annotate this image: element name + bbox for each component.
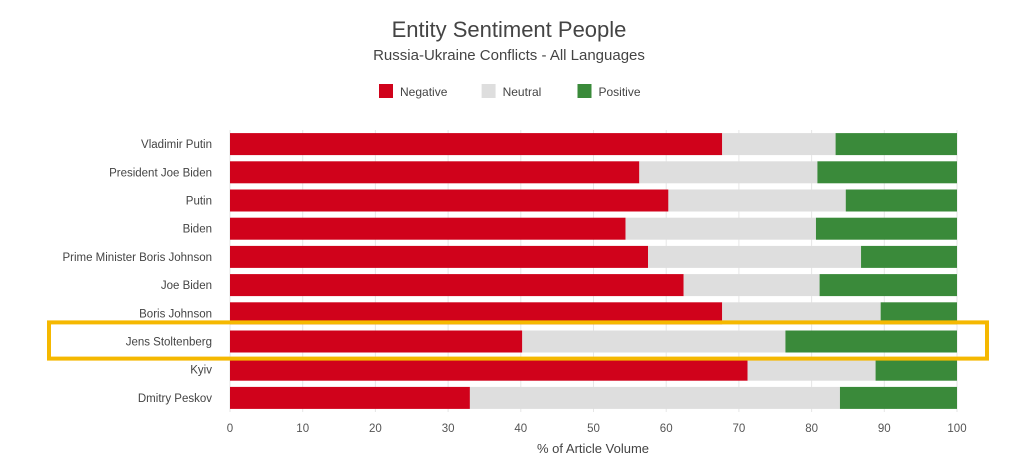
category-label: Putin (186, 196, 212, 208)
category-label: Prime Minister Boris Johnson (62, 252, 212, 264)
legend-swatch-neutral (481, 84, 496, 98)
bar-negative-1 (230, 133, 723, 156)
x-axis-title: % of Article Volume (537, 441, 649, 456)
bar-positive-2 (817, 161, 957, 184)
bar-negative-2 (230, 161, 640, 184)
chart-title: Entity Sentiment People (392, 17, 627, 42)
x-tick-label: 70 (733, 423, 746, 435)
bar-negative-3 (230, 189, 669, 212)
highlight-box (47, 320, 989, 361)
bar-neutral-2 (639, 161, 818, 184)
bar-negative-10 (230, 386, 470, 409)
bar-neutral-5 (648, 245, 862, 268)
legend-label-negative: Negative (400, 85, 448, 99)
x-tick-label: 60 (660, 423, 673, 435)
legend-label-positive: Positive (599, 85, 641, 99)
x-tick-label: 100 (947, 423, 966, 435)
x-tick-label: 50 (587, 423, 600, 435)
bar-neutral-3 (668, 189, 846, 212)
bar-negative-8 (230, 330, 523, 353)
bar-negative-9 (230, 358, 748, 381)
bar-positive-4 (815, 217, 957, 240)
bar-neutral-8 (522, 330, 786, 353)
bar-neutral-10 (469, 386, 840, 409)
x-axis-ticks: 0 10 20 30 40 50 60 70 80 90 100 (227, 423, 967, 435)
bar-negative-7 (230, 302, 723, 325)
bars (230, 133, 957, 409)
x-tick-label: 30 (442, 423, 455, 435)
bar-positive-5 (861, 245, 957, 268)
chart-subtitle: Russia-Ukraine Conflicts - All Languages (373, 47, 645, 64)
legend-swatch-positive (577, 84, 592, 98)
bar-negative-4 (230, 217, 626, 240)
highlight-layer (47, 320, 989, 361)
bar-positive-10 (839, 386, 957, 409)
legend-label-neutral: Neutral (503, 85, 542, 99)
legend: Negative Neutral Positive (379, 84, 641, 99)
bar-positive-3 (845, 189, 957, 212)
bar-positive-8 (785, 330, 957, 353)
category-label: Boris Johnson (139, 308, 212, 320)
category-label: Dmitry Peskov (138, 393, 212, 405)
legend-swatch-negative (379, 84, 393, 98)
category-label: Biden (183, 224, 212, 236)
bar-neutral-4 (625, 217, 816, 240)
x-tick-label: 20 (369, 423, 382, 435)
category-labels: Vladimir Putin President Joe Biden Putin Bi… (62, 139, 212, 405)
bar-neutral-9 (747, 358, 876, 381)
bar-neutral-1 (722, 133, 836, 156)
x-tick-label: 0 (227, 423, 233, 435)
bar-positive-9 (875, 358, 957, 381)
x-tick-label: 40 (514, 423, 527, 435)
bar-positive-1 (835, 133, 957, 156)
category-label: Vladimir Putin (141, 139, 212, 151)
category-label: President Joe Biden (109, 167, 212, 179)
bar-neutral-6 (683, 274, 820, 297)
x-tick-label: 90 (878, 423, 891, 435)
bar-negative-6 (230, 274, 684, 297)
x-tick-label: 80 (805, 423, 818, 435)
x-tick-label: 10 (296, 423, 309, 435)
category-label: Kyiv (190, 365, 212, 377)
bar-negative-5 (230, 245, 649, 268)
category-label: Joe Biden (161, 280, 212, 292)
bar-positive-6 (819, 274, 957, 297)
bar-positive-7 (880, 302, 957, 325)
bar-neutral-7 (722, 302, 881, 325)
category-label: Jens Stoltenberg (126, 337, 212, 349)
